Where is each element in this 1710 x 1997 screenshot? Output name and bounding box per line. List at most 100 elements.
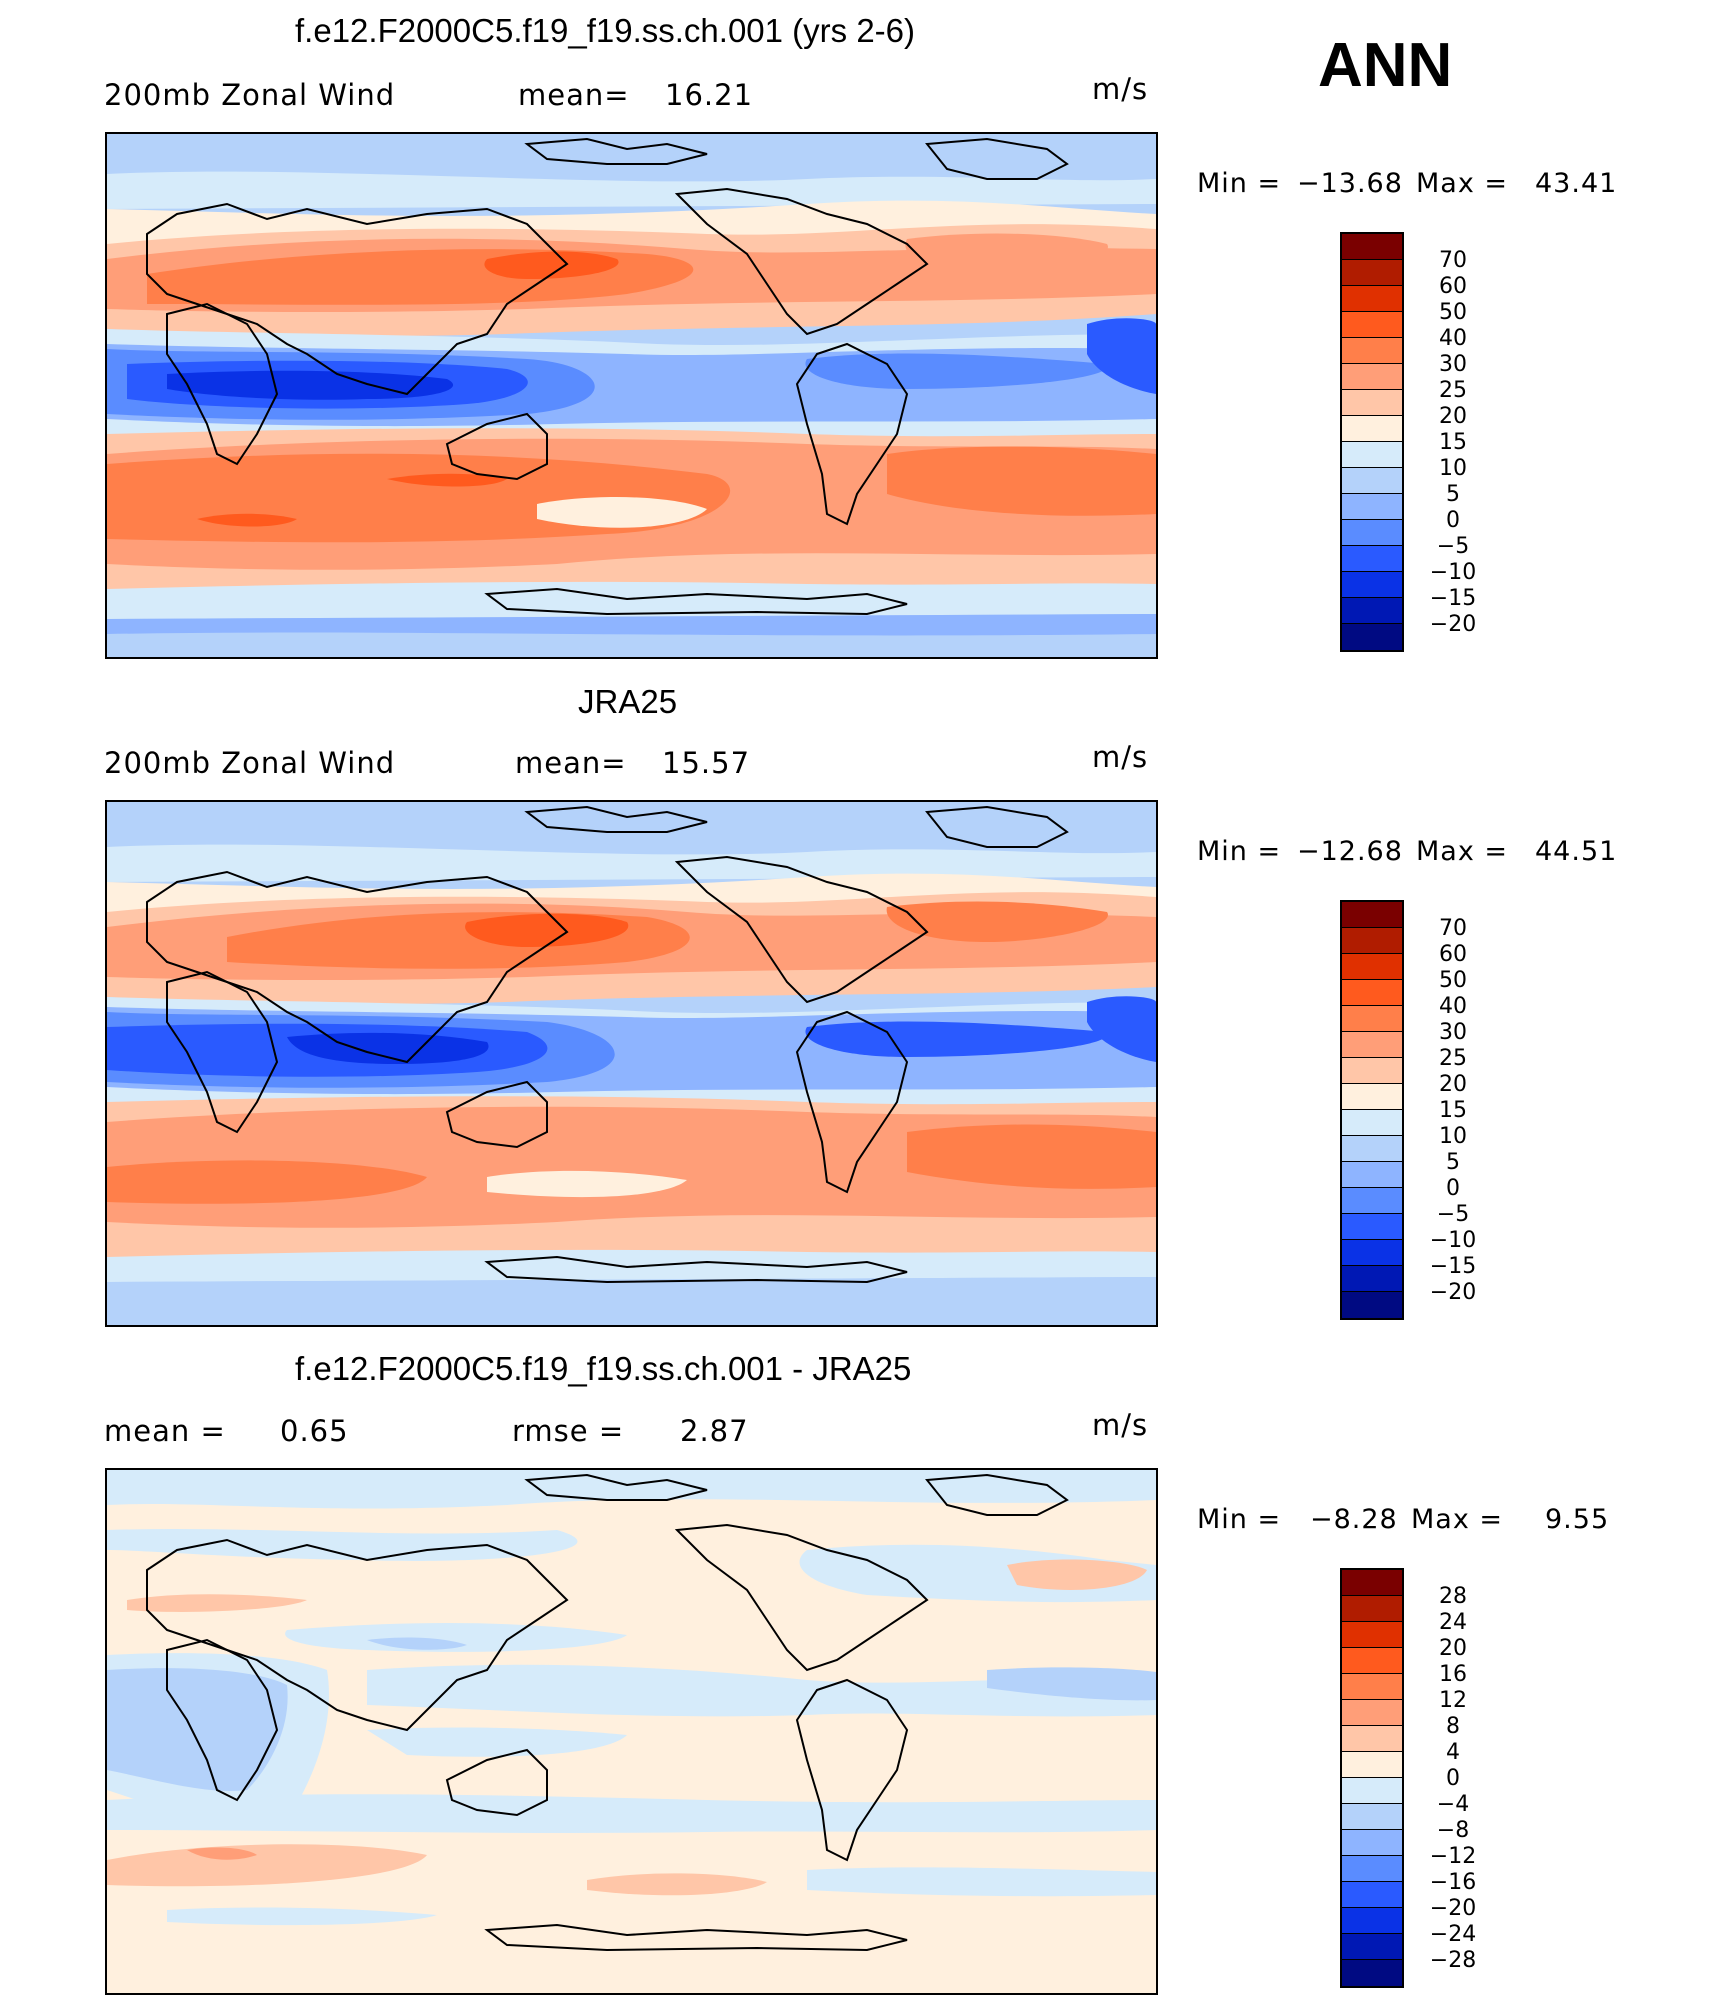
- colorbar-tick-label: −20: [1429, 1896, 1477, 1921]
- colorbar-tick-label: 5: [1446, 1150, 1460, 1175]
- panel2-max-value: 44.51: [1535, 836, 1618, 867]
- panel3-min-label: Min =: [1197, 1504, 1282, 1535]
- colorbar-tick-label: −5: [1436, 1202, 1470, 1227]
- colorbar-tick-label: −5: [1436, 534, 1470, 559]
- colorbar-tick-label: 10: [1439, 456, 1467, 481]
- colorbar-swatch: [1342, 338, 1402, 364]
- colorbar-swatch: [1342, 546, 1402, 572]
- colorbar-tick-label: −12: [1429, 1844, 1477, 1869]
- colorbar-swatch: [1342, 1214, 1402, 1240]
- colorbar-tick-label: 60: [1439, 274, 1467, 299]
- colorbar-tick-label: 40: [1439, 326, 1467, 351]
- panel3-units: m/s: [1092, 1408, 1149, 1442]
- colorbar-tick-label: 0: [1446, 508, 1460, 533]
- colorbar-tick-label: −10: [1429, 560, 1477, 585]
- colorbar-swatch: [1342, 1006, 1402, 1032]
- colorbar-swatch: [1342, 1110, 1402, 1136]
- colorbar-swatch: [1342, 1726, 1402, 1752]
- panel2-variable-label: 200mb Zonal Wind: [104, 746, 396, 780]
- colorbar-tick-label: 30: [1439, 352, 1467, 377]
- colorbar-tick-label: 28: [1439, 1584, 1467, 1609]
- panel3-rmse-label: rmse =: [512, 1414, 625, 1448]
- panel2-mean-label: mean=: [515, 746, 627, 780]
- panel2-min-value: −12.68: [1297, 836, 1403, 867]
- panel3-mean-value: 0.65: [280, 1414, 349, 1448]
- colorbar-swatch: [1342, 1882, 1402, 1908]
- colorbar-swatch: [1342, 520, 1402, 546]
- colorbar-swatch: [1342, 1752, 1402, 1778]
- colorbar-swatch: [1342, 1934, 1402, 1960]
- panel2-mean-value: 15.57: [662, 746, 751, 780]
- colorbar-tick-label: −15: [1429, 586, 1477, 611]
- colorbar-swatch: [1342, 1674, 1402, 1700]
- colorbar-tick-label: 25: [1439, 1046, 1467, 1071]
- panel1-max-label: Max =: [1416, 168, 1509, 199]
- colorbar-swatch: [1342, 364, 1402, 390]
- panel1-max-value: 43.41: [1535, 168, 1618, 199]
- colorbar-tick-label: 12: [1439, 1688, 1467, 1713]
- colorbar-tick-label: −8: [1436, 1818, 1470, 1843]
- colorbar-tick-label: 50: [1439, 300, 1467, 325]
- colorbar-swatch: [1342, 1778, 1402, 1804]
- colorbar-tick-label: 5: [1446, 482, 1460, 507]
- colorbar-swatch: [1342, 1292, 1402, 1318]
- panel3-map: [105, 1468, 1158, 1995]
- panel1-colorbar: [1340, 232, 1404, 652]
- colorbar-swatch: [1342, 1084, 1402, 1110]
- colorbar-swatch: [1342, 468, 1402, 494]
- panel2-units: m/s: [1092, 740, 1149, 774]
- panel2-title: JRA25: [578, 683, 678, 720]
- colorbar-tick-label: 10: [1439, 1124, 1467, 1149]
- colorbar-tick-label: 70: [1439, 248, 1467, 273]
- colorbar-tick-label: 24: [1439, 1610, 1467, 1635]
- colorbar-swatch: [1342, 1856, 1402, 1882]
- colorbar-tick-label: 0: [1446, 1766, 1460, 1791]
- panel1-variable-label: 200mb Zonal Wind: [104, 78, 396, 112]
- colorbar-swatch: [1342, 1136, 1402, 1162]
- panel1-units: m/s: [1092, 72, 1149, 106]
- colorbar-tick-label: 8: [1446, 1714, 1460, 1739]
- colorbar-swatch: [1342, 1804, 1402, 1830]
- panel1-mean-label: mean=: [518, 78, 630, 112]
- colorbar-tick-label: −4: [1436, 1792, 1470, 1817]
- colorbar-tick-label: 20: [1439, 404, 1467, 429]
- colorbar-swatch: [1342, 1830, 1402, 1856]
- colorbar-swatch: [1342, 390, 1402, 416]
- colorbar-tick-label: −28: [1429, 1948, 1477, 1973]
- colorbar-tick-label: −10: [1429, 1228, 1477, 1253]
- colorbar-tick-label: 50: [1439, 968, 1467, 993]
- colorbar-swatch: [1342, 598, 1402, 624]
- colorbar-swatch: [1342, 1648, 1402, 1674]
- colorbar-tick-label: 25: [1439, 378, 1467, 403]
- panel2-map: [105, 800, 1158, 1327]
- colorbar-tick-label: 15: [1439, 430, 1467, 455]
- panel3-rmse-value: 2.87: [680, 1414, 749, 1448]
- colorbar-tick-label: 4: [1446, 1740, 1460, 1765]
- colorbar-tick-label: 70: [1439, 916, 1467, 941]
- colorbar-swatch: [1342, 494, 1402, 520]
- colorbar-tick-label: −24: [1429, 1922, 1477, 1947]
- colorbar-tick-label: −20: [1429, 612, 1477, 637]
- panel3-max-label: Max =: [1411, 1504, 1504, 1535]
- panel1-min-value: −13.68: [1297, 168, 1403, 199]
- panel1-min-label: Min =: [1197, 168, 1282, 199]
- colorbar-swatch: [1342, 572, 1402, 598]
- colorbar-tick-label: 20: [1439, 1072, 1467, 1097]
- colorbar-swatch: [1342, 1058, 1402, 1084]
- colorbar-swatch: [1342, 234, 1402, 260]
- colorbar-swatch: [1342, 312, 1402, 338]
- panel3-min-value: −8.28: [1310, 1504, 1398, 1535]
- colorbar-swatch: [1342, 1622, 1402, 1648]
- panel3-max-value: 9.55: [1545, 1504, 1610, 1535]
- colorbar-swatch: [1342, 954, 1402, 980]
- colorbar-swatch: [1342, 624, 1402, 650]
- colorbar-swatch: [1342, 1700, 1402, 1726]
- panel3-title: f.e12.F2000C5.f19_f19.ss.ch.001 - JRA25: [295, 1350, 912, 1387]
- colorbar-swatch: [1342, 1570, 1402, 1596]
- panel3-mean-label: mean =: [104, 1414, 226, 1448]
- colorbar-swatch: [1342, 1188, 1402, 1214]
- colorbar-swatch: [1342, 286, 1402, 312]
- colorbar-swatch: [1342, 1266, 1402, 1292]
- colorbar-tick-label: 0: [1446, 1176, 1460, 1201]
- panel2-colorbar: [1340, 900, 1404, 1320]
